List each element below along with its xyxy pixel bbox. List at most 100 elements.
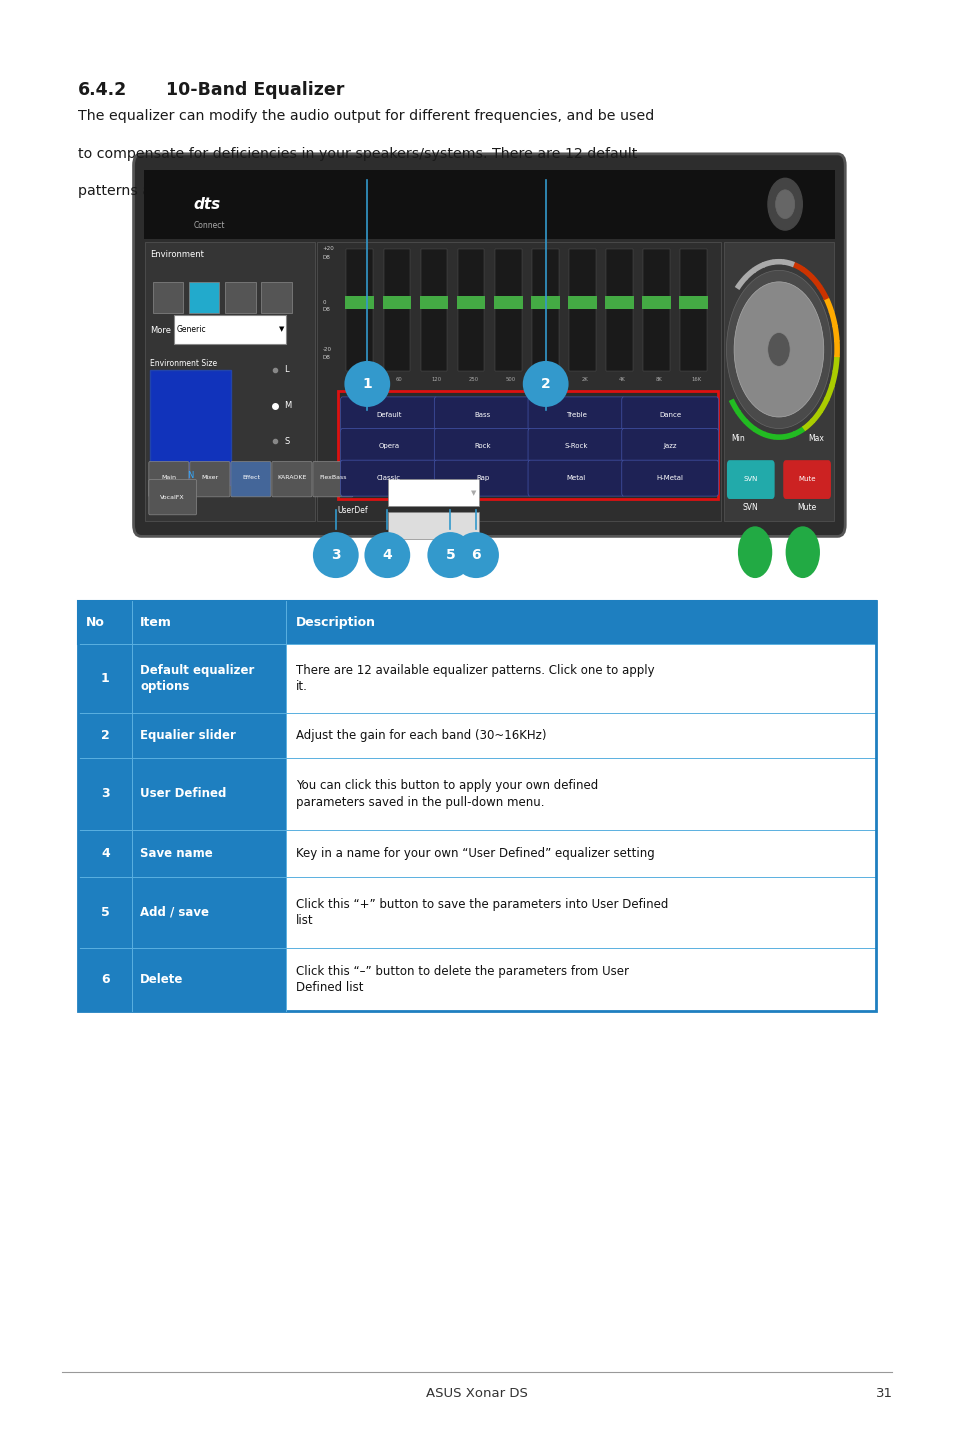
FancyBboxPatch shape xyxy=(189,282,219,313)
FancyBboxPatch shape xyxy=(434,460,530,496)
Ellipse shape xyxy=(364,532,410,578)
FancyBboxPatch shape xyxy=(152,282,183,313)
Text: 1: 1 xyxy=(362,377,372,391)
FancyBboxPatch shape xyxy=(434,429,530,464)
Text: Default equalizer
options: Default equalizer options xyxy=(140,664,254,693)
FancyBboxPatch shape xyxy=(383,249,410,371)
FancyBboxPatch shape xyxy=(337,391,718,499)
FancyBboxPatch shape xyxy=(133,154,844,536)
FancyBboxPatch shape xyxy=(605,249,632,371)
Text: ▼: ▼ xyxy=(278,326,284,332)
FancyBboxPatch shape xyxy=(382,296,411,309)
FancyBboxPatch shape xyxy=(145,242,314,521)
Text: N: N xyxy=(188,472,193,480)
Text: 30: 30 xyxy=(358,377,365,381)
FancyBboxPatch shape xyxy=(346,249,373,371)
FancyBboxPatch shape xyxy=(272,462,312,498)
FancyBboxPatch shape xyxy=(78,948,286,1011)
Text: UserDef: UserDef xyxy=(337,506,368,515)
Text: Description: Description xyxy=(295,615,375,630)
FancyBboxPatch shape xyxy=(345,296,374,309)
FancyBboxPatch shape xyxy=(457,249,484,371)
Text: L: L xyxy=(284,365,289,374)
FancyBboxPatch shape xyxy=(78,713,286,758)
Ellipse shape xyxy=(313,532,358,578)
Text: 4: 4 xyxy=(382,548,392,562)
Circle shape xyxy=(767,178,801,230)
Text: Key in a name for your own “User Defined” equalizer setting: Key in a name for your own “User Defined… xyxy=(295,847,654,860)
FancyBboxPatch shape xyxy=(78,830,875,877)
Circle shape xyxy=(734,282,822,417)
FancyBboxPatch shape xyxy=(621,397,718,433)
FancyBboxPatch shape xyxy=(78,713,875,758)
Text: 16K: 16K xyxy=(690,377,700,381)
FancyBboxPatch shape xyxy=(726,460,774,499)
Text: DB: DB xyxy=(322,355,330,360)
Text: Metal: Metal xyxy=(566,475,585,482)
Text: No: No xyxy=(86,615,105,630)
Ellipse shape xyxy=(344,361,390,407)
Text: You can click this button to apply your own defined
parameters saved in the pull: You can click this button to apply your … xyxy=(295,779,598,808)
FancyBboxPatch shape xyxy=(641,296,670,309)
FancyBboxPatch shape xyxy=(679,249,706,371)
Text: Adjust the gain for each band (30~16KHz): Adjust the gain for each band (30~16KHz) xyxy=(295,729,546,742)
Text: S: S xyxy=(284,437,290,446)
Text: Mixer: Mixer xyxy=(201,475,218,480)
Text: 3: 3 xyxy=(101,787,110,801)
Text: ▼: ▼ xyxy=(471,490,476,496)
FancyBboxPatch shape xyxy=(621,460,718,496)
FancyBboxPatch shape xyxy=(340,460,436,496)
FancyBboxPatch shape xyxy=(527,397,624,433)
FancyBboxPatch shape xyxy=(78,877,875,948)
Text: Classic: Classic xyxy=(376,475,400,482)
Text: 60: 60 xyxy=(395,377,402,381)
Text: SVN: SVN xyxy=(742,476,758,482)
FancyBboxPatch shape xyxy=(313,462,353,498)
FancyBboxPatch shape xyxy=(388,512,478,539)
FancyBboxPatch shape xyxy=(456,296,485,309)
Text: Item: Item xyxy=(140,615,172,630)
Text: SVN: SVN xyxy=(742,503,758,512)
Text: Effect: Effect xyxy=(242,475,259,480)
FancyBboxPatch shape xyxy=(388,479,478,506)
FancyBboxPatch shape xyxy=(78,601,875,644)
Circle shape xyxy=(784,526,820,578)
FancyBboxPatch shape xyxy=(782,460,830,499)
FancyBboxPatch shape xyxy=(568,296,597,309)
Text: 5: 5 xyxy=(101,906,110,919)
Text: 2K: 2K xyxy=(580,377,587,381)
Text: VocalFX: VocalFX xyxy=(160,495,185,499)
Text: Mute: Mute xyxy=(797,503,816,512)
Text: 1: 1 xyxy=(101,672,110,686)
Text: Rap: Rap xyxy=(476,475,489,482)
FancyBboxPatch shape xyxy=(78,830,286,877)
FancyBboxPatch shape xyxy=(621,429,718,464)
Text: Mute: Mute xyxy=(798,476,815,482)
Text: 6.4.2: 6.4.2 xyxy=(78,81,128,99)
Ellipse shape xyxy=(453,532,498,578)
FancyBboxPatch shape xyxy=(78,644,875,713)
Text: S-Rock: S-Rock xyxy=(564,443,587,450)
FancyBboxPatch shape xyxy=(150,370,231,485)
FancyBboxPatch shape xyxy=(316,242,720,521)
Text: 250: 250 xyxy=(468,377,477,381)
Ellipse shape xyxy=(427,532,473,578)
Text: Generic: Generic xyxy=(176,325,206,334)
Text: 8K: 8K xyxy=(655,377,661,381)
FancyBboxPatch shape xyxy=(434,397,530,433)
Text: KARAOKE: KARAOKE xyxy=(277,475,306,480)
Text: DSP Mode: DSP Mode xyxy=(759,592,798,601)
FancyBboxPatch shape xyxy=(78,877,286,948)
Text: DB: DB xyxy=(322,255,330,260)
Text: Bass: Bass xyxy=(474,411,490,418)
Text: M: M xyxy=(284,401,292,410)
FancyBboxPatch shape xyxy=(604,296,633,309)
Circle shape xyxy=(767,332,789,367)
FancyBboxPatch shape xyxy=(679,296,707,309)
Circle shape xyxy=(737,526,772,578)
Text: 31: 31 xyxy=(875,1386,892,1401)
Text: 4: 4 xyxy=(101,847,110,860)
Circle shape xyxy=(726,270,830,429)
Text: Click this “+” button to save the parameters into User Defined
list: Click this “+” button to save the parame… xyxy=(295,897,668,928)
FancyBboxPatch shape xyxy=(527,429,624,464)
